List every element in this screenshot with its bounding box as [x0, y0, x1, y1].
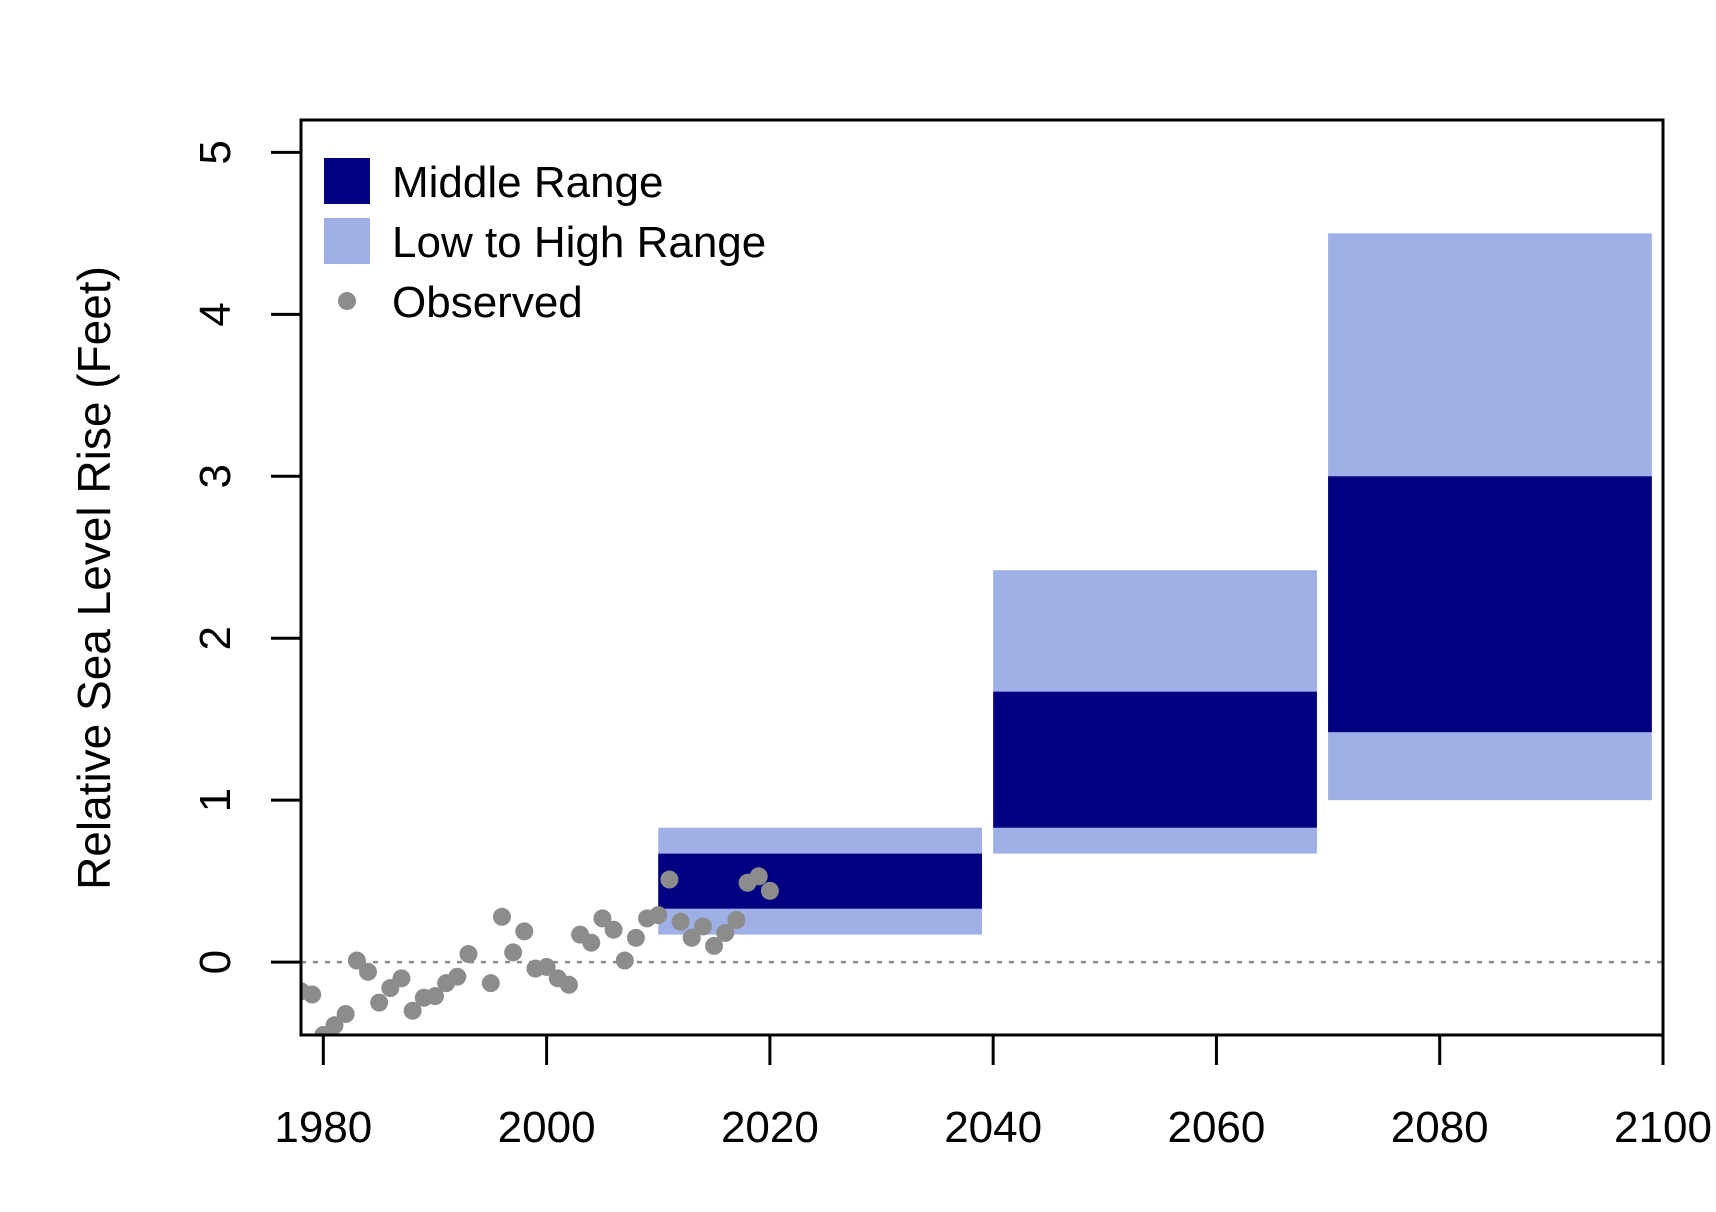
observed-point-2020	[760, 881, 779, 900]
observed-point-2010	[649, 906, 668, 925]
observed-point-2006	[604, 920, 623, 939]
legend-swatch-3	[338, 292, 356, 310]
observed-point-2002	[559, 975, 578, 994]
observed-point-1990	[425, 987, 444, 1006]
observed-point-1995	[481, 974, 500, 993]
x-tick-label-2080: 2080	[1391, 1103, 1489, 1152]
observed-point-1997	[504, 943, 523, 962]
observed-point-2008	[626, 928, 645, 947]
y-axis-label: Relative Sea Level Rise (Feet)	[68, 266, 120, 890]
x-tick-label-2060: 2060	[1167, 1103, 1265, 1152]
observed-point-1987	[392, 969, 411, 988]
observed-point-2013	[682, 928, 701, 947]
observed-point-1983	[347, 951, 366, 970]
middle-range-bar-1	[658, 853, 982, 909]
x-tick-label-2000: 2000	[498, 1103, 596, 1152]
y-tick-label-2: 2	[191, 626, 240, 650]
observed-point-1979	[303, 985, 322, 1004]
legend-swatch-2	[324, 218, 370, 264]
observed-point-1988	[403, 1001, 422, 1020]
y-tick-label-0: 0	[191, 950, 240, 974]
x-tick-label-2020: 2020	[721, 1103, 819, 1152]
middle-range-bar-2	[993, 691, 1317, 828]
x-tick-label-2100: 2100	[1614, 1103, 1712, 1152]
observed-point-1998	[515, 922, 534, 941]
observed-point-2017	[727, 911, 746, 930]
observed-point-2019	[749, 867, 768, 886]
x-tick-label-1980: 1980	[274, 1103, 372, 1152]
observed-point-1982	[336, 1004, 355, 1023]
y-axis: 0 1 2 3 4 5	[191, 140, 303, 974]
observed-point-1981	[325, 1016, 344, 1035]
observed-point-1985	[370, 993, 389, 1012]
observed-points	[301, 867, 779, 1035]
y-tick-label-1: 1	[191, 788, 240, 812]
observed-point-2012	[671, 912, 690, 931]
observed-point-2011	[660, 870, 679, 889]
observed-point-2005	[593, 909, 612, 928]
legend: Middle Range Low to High Range Observed	[324, 158, 766, 327]
observed-point-1992	[448, 967, 467, 986]
observed-point-1993	[459, 945, 478, 964]
observed-point-2000	[537, 957, 556, 976]
legend-label-2: Low to High Range	[392, 218, 766, 267]
legend-swatch-1	[324, 158, 370, 204]
observed-point-2007	[615, 951, 634, 970]
x-axis: 1980 2000 2020 2040 2060 2080 2100	[274, 1033, 1712, 1152]
x-tick-label-2040: 2040	[944, 1103, 1042, 1152]
observed-point-1984	[358, 962, 377, 981]
y-tick-label-3: 3	[191, 464, 240, 488]
middle-range-bars	[658, 476, 1652, 909]
legend-label-1: Middle Range	[392, 158, 664, 207]
legend-label-3: Observed	[392, 278, 583, 327]
observed-point-2004	[582, 933, 601, 952]
observed-point-2016	[716, 923, 735, 942]
y-tick-label-5: 5	[191, 140, 240, 164]
observed-point-1996	[492, 907, 511, 926]
y-tick-label-4: 4	[191, 302, 240, 326]
observed-point-2015	[705, 936, 724, 955]
middle-range-bar-3	[1328, 476, 1652, 733]
observed-point-2014	[693, 917, 712, 936]
